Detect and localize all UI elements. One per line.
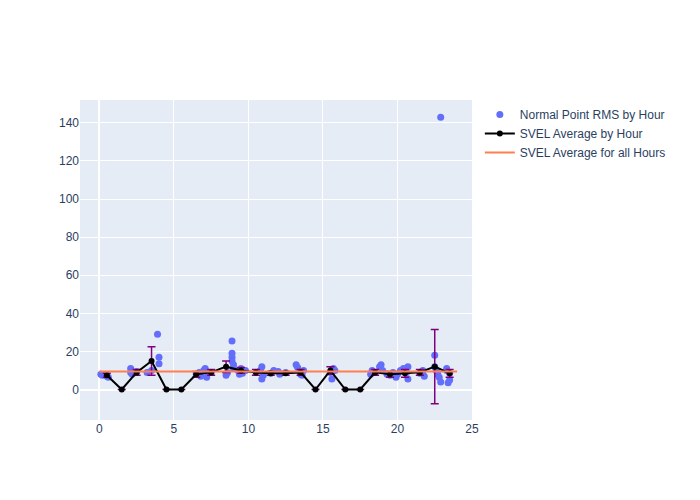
svg-text:140: 140: [59, 116, 79, 130]
svg-text:10: 10: [242, 422, 256, 436]
svg-text:100: 100: [59, 192, 79, 206]
svg-text:0: 0: [96, 422, 103, 436]
svg-text:SVEL Average by Hour: SVEL Average by Hour: [520, 127, 643, 141]
svg-text:20: 20: [391, 422, 405, 436]
svg-text:80: 80: [66, 230, 80, 244]
svg-text:40: 40: [66, 307, 80, 321]
svg-text:0: 0: [72, 383, 79, 397]
svg-text:25: 25: [465, 422, 479, 436]
svg-text:60: 60: [66, 268, 80, 282]
svg-text:20: 20: [66, 345, 80, 359]
svg-text:120: 120: [59, 154, 79, 168]
svg-text:15: 15: [316, 422, 330, 436]
svg-text:SVEL Average for all Hours: SVEL Average for all Hours: [520, 146, 665, 160]
svg-text:Normal Point RMS by Hour: Normal Point RMS by Hour: [520, 108, 665, 122]
svg-text:5: 5: [171, 422, 178, 436]
